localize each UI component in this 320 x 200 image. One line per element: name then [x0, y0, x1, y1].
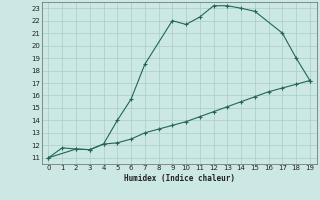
X-axis label: Humidex (Indice chaleur): Humidex (Indice chaleur)	[124, 174, 235, 183]
